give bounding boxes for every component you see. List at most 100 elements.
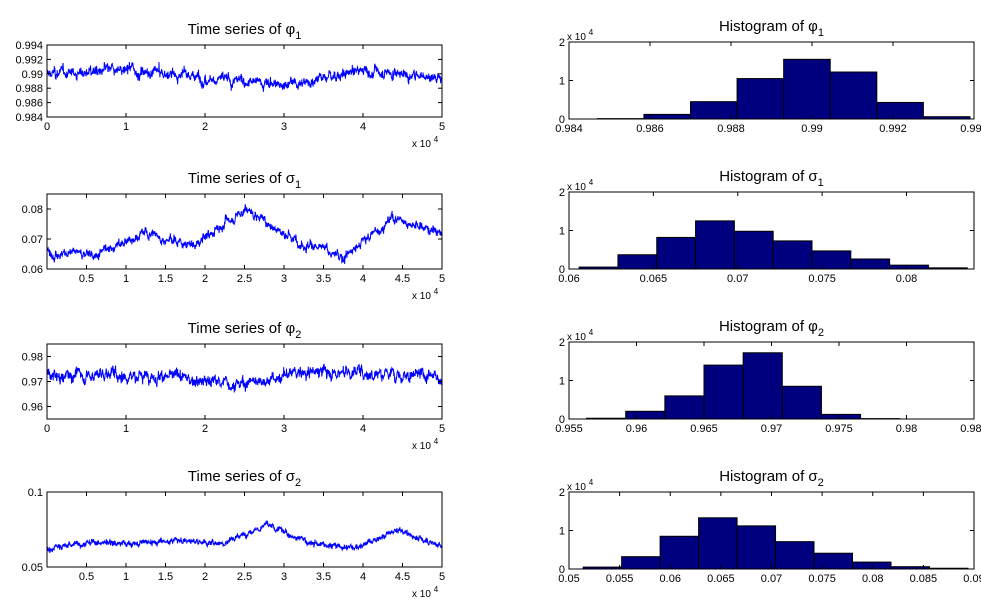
histogram-bar-5-3 <box>703 364 744 420</box>
x-tick-label-1-4: 0.992 <box>879 123 907 135</box>
series-line-2 <box>47 204 442 265</box>
histogram-bar-3-7 <box>850 258 891 270</box>
x-tick-label-4-3: 3 <box>281 423 287 435</box>
x-tick-label-0-1: 1 <box>123 121 129 133</box>
histogram-bar-3-3 <box>695 220 735 270</box>
histogram-bar-1-4 <box>783 58 831 120</box>
x-tick-label-4-1: 1 <box>123 423 129 435</box>
y-tick-label-0-0: 0.984 <box>15 112 43 124</box>
x-exponent-label-2: x 10 4 <box>412 287 439 302</box>
x-tick-label-3-1: 0.065 <box>640 273 668 285</box>
chart-title-5: Histogram of φ2 <box>719 318 824 339</box>
chart-title-4: Time series of φ2 <box>188 320 302 341</box>
histogram-bar-3-2 <box>656 236 697 270</box>
x-tick-label-2-8: 4.5 <box>395 273 410 285</box>
chart-title-2: Time series of σ1 <box>188 170 301 191</box>
x-tick-label-6-5: 3 <box>281 571 287 583</box>
x-tick-label-7-6: 0.08 <box>862 573 883 585</box>
x-tick-label-2-1: 1 <box>123 273 129 285</box>
time-series-panel-6: Time series of σ2 0.5 1 1.5 2 2.5 3 3.5 4 4.5 5 0.0… <box>22 468 445 600</box>
x-tick-label-7-8: 0.09 <box>963 573 981 585</box>
x-tick-label-6-3: 2 <box>202 571 208 583</box>
y-exponent-label-3: x 10 4 <box>567 178 594 193</box>
y-tick-label-0-3: 0.99 <box>22 69 43 81</box>
y-tick-label-3-1: 1 <box>559 226 565 238</box>
histogram-bar-3-6 <box>811 250 852 270</box>
x-tick-label-3-4: 0.08 <box>896 273 917 285</box>
histogram-bar-7-2 <box>659 535 700 570</box>
axes-box-6 <box>46 491 443 568</box>
y-tick-label-5-2: 2 <box>559 337 565 349</box>
histogram-bar-5-5 <box>781 385 822 420</box>
x-tick-label-3-0: 0.06 <box>558 273 579 285</box>
x-tick-label-2-2: 1.5 <box>158 273 173 285</box>
series-line-0 <box>47 61 442 92</box>
x-tick-label-0-2: 2 <box>202 121 208 133</box>
y-tick-label-1-2: 2 <box>559 37 565 49</box>
histogram-panel-1: Histogram of φ1 0.984 0.986 0.988 0.99 0.992 0… <box>555 18 981 135</box>
histogram-panel-3: Histogram of σ1 0.06 0.065 0.07 0.075 0.08 0 1 2… <box>558 168 975 285</box>
x-tick-label-2-6: 3.5 <box>316 273 331 285</box>
x-tick-label-5-5: 0.98 <box>896 423 917 435</box>
histogram-bar-5-1 <box>625 410 666 420</box>
time-series-panel-4: Time series of φ2 0 1 2 3 4 5 0.96 0.97 0.98 x 10 … <box>22 320 445 452</box>
y-tick-label-4-1: 0.97 <box>22 377 43 389</box>
x-tick-label-2-9: 5 <box>439 273 445 285</box>
histogram-bar-5-2 <box>664 395 705 420</box>
y-tick-label-4-2: 0.98 <box>22 352 43 364</box>
x-tick-label-6-9: 5 <box>439 571 445 583</box>
axes-box-2 <box>46 193 443 270</box>
histogram-bar-7-4 <box>736 525 777 570</box>
x-tick-label-6-0: 0.5 <box>79 571 94 583</box>
histogram-bar-7-1 <box>621 556 661 570</box>
x-tick-label-2-5: 3 <box>281 273 287 285</box>
x-exponent-label-4: x 10 4 <box>412 437 439 452</box>
x-tick-label-4-2: 2 <box>202 423 208 435</box>
y-tick-label-6-0: 0.05 <box>22 562 43 574</box>
x-tick-label-5-0: 0.955 <box>555 423 583 435</box>
x-tick-label-2-4: 2.5 <box>237 273 252 285</box>
x-tick-label-7-2: 0.06 <box>660 573 681 585</box>
x-tick-label-7-7: 0.085 <box>910 573 938 585</box>
y-tick-label-5-0: 0 <box>559 414 565 426</box>
x-tick-label-4-5: 5 <box>439 423 445 435</box>
x-tick-label-3-3: 0.075 <box>808 273 836 285</box>
x-tick-label-5-3: 0.97 <box>761 423 782 435</box>
y-tick-label-0-1: 0.986 <box>15 98 43 110</box>
y-tick-label-2-0: 0.06 <box>22 264 43 276</box>
x-tick-label-1-2: 0.988 <box>717 123 745 135</box>
chart-title-0: Time series of φ1 <box>188 21 302 42</box>
y-tick-label-6-1: 0.1 <box>28 487 43 499</box>
x-tick-label-6-4: 2.5 <box>237 571 252 583</box>
x-tick-label-5-6: 0.985 <box>960 423 981 435</box>
x-tick-label-6-1: 1 <box>123 571 129 583</box>
y-tick-label-2-1: 0.07 <box>22 234 43 246</box>
y-tick-label-0-4: 0.992 <box>15 54 43 66</box>
x-tick-label-0-3: 3 <box>281 121 287 133</box>
x-exponent-label-0: x 10 4 <box>412 135 439 150</box>
histogram-bar-7-3 <box>698 517 738 570</box>
chart-title-1: Histogram of φ1 <box>719 18 824 39</box>
histogram-bar-1-2 <box>690 101 738 120</box>
y-tick-label-7-0: 0 <box>559 564 565 576</box>
histogram-bar-3-4 <box>733 230 774 270</box>
x-tick-label-5-1: 0.96 <box>626 423 647 435</box>
x-tick-label-0-0: 0 <box>44 121 50 133</box>
x-tick-label-7-3: 0.065 <box>707 573 735 585</box>
x-tick-label-5-2: 0.965 <box>690 423 718 435</box>
x-tick-label-1-3: 0.99 <box>801 123 822 135</box>
histogram-bar-1-5 <box>829 71 878 120</box>
histogram-panel-7: Histogram of σ2 0.05 0.055 0.06 0.065 0.07 0.0… <box>558 468 981 585</box>
histogram-bar-3-8 <box>889 264 929 270</box>
x-tick-label-7-5: 0.075 <box>808 573 836 585</box>
series-line-4 <box>47 363 442 393</box>
chart-title-6: Time series of σ2 <box>188 468 301 489</box>
time-series-panel-2: Time series of σ1 0.5 1 1.5 2 2.5 3 3.5 4 4.5 5 0.0… <box>22 170 445 302</box>
y-tick-label-0-5: 0.994 <box>15 40 43 52</box>
y-tick-label-1-1: 1 <box>559 76 565 88</box>
histogram-bar-1-3 <box>736 78 785 120</box>
x-tick-label-6-8: 4.5 <box>395 571 410 583</box>
y-exponent-label-1: x 10 4 <box>567 28 594 43</box>
y-tick-label-2-2: 0.08 <box>22 204 43 216</box>
